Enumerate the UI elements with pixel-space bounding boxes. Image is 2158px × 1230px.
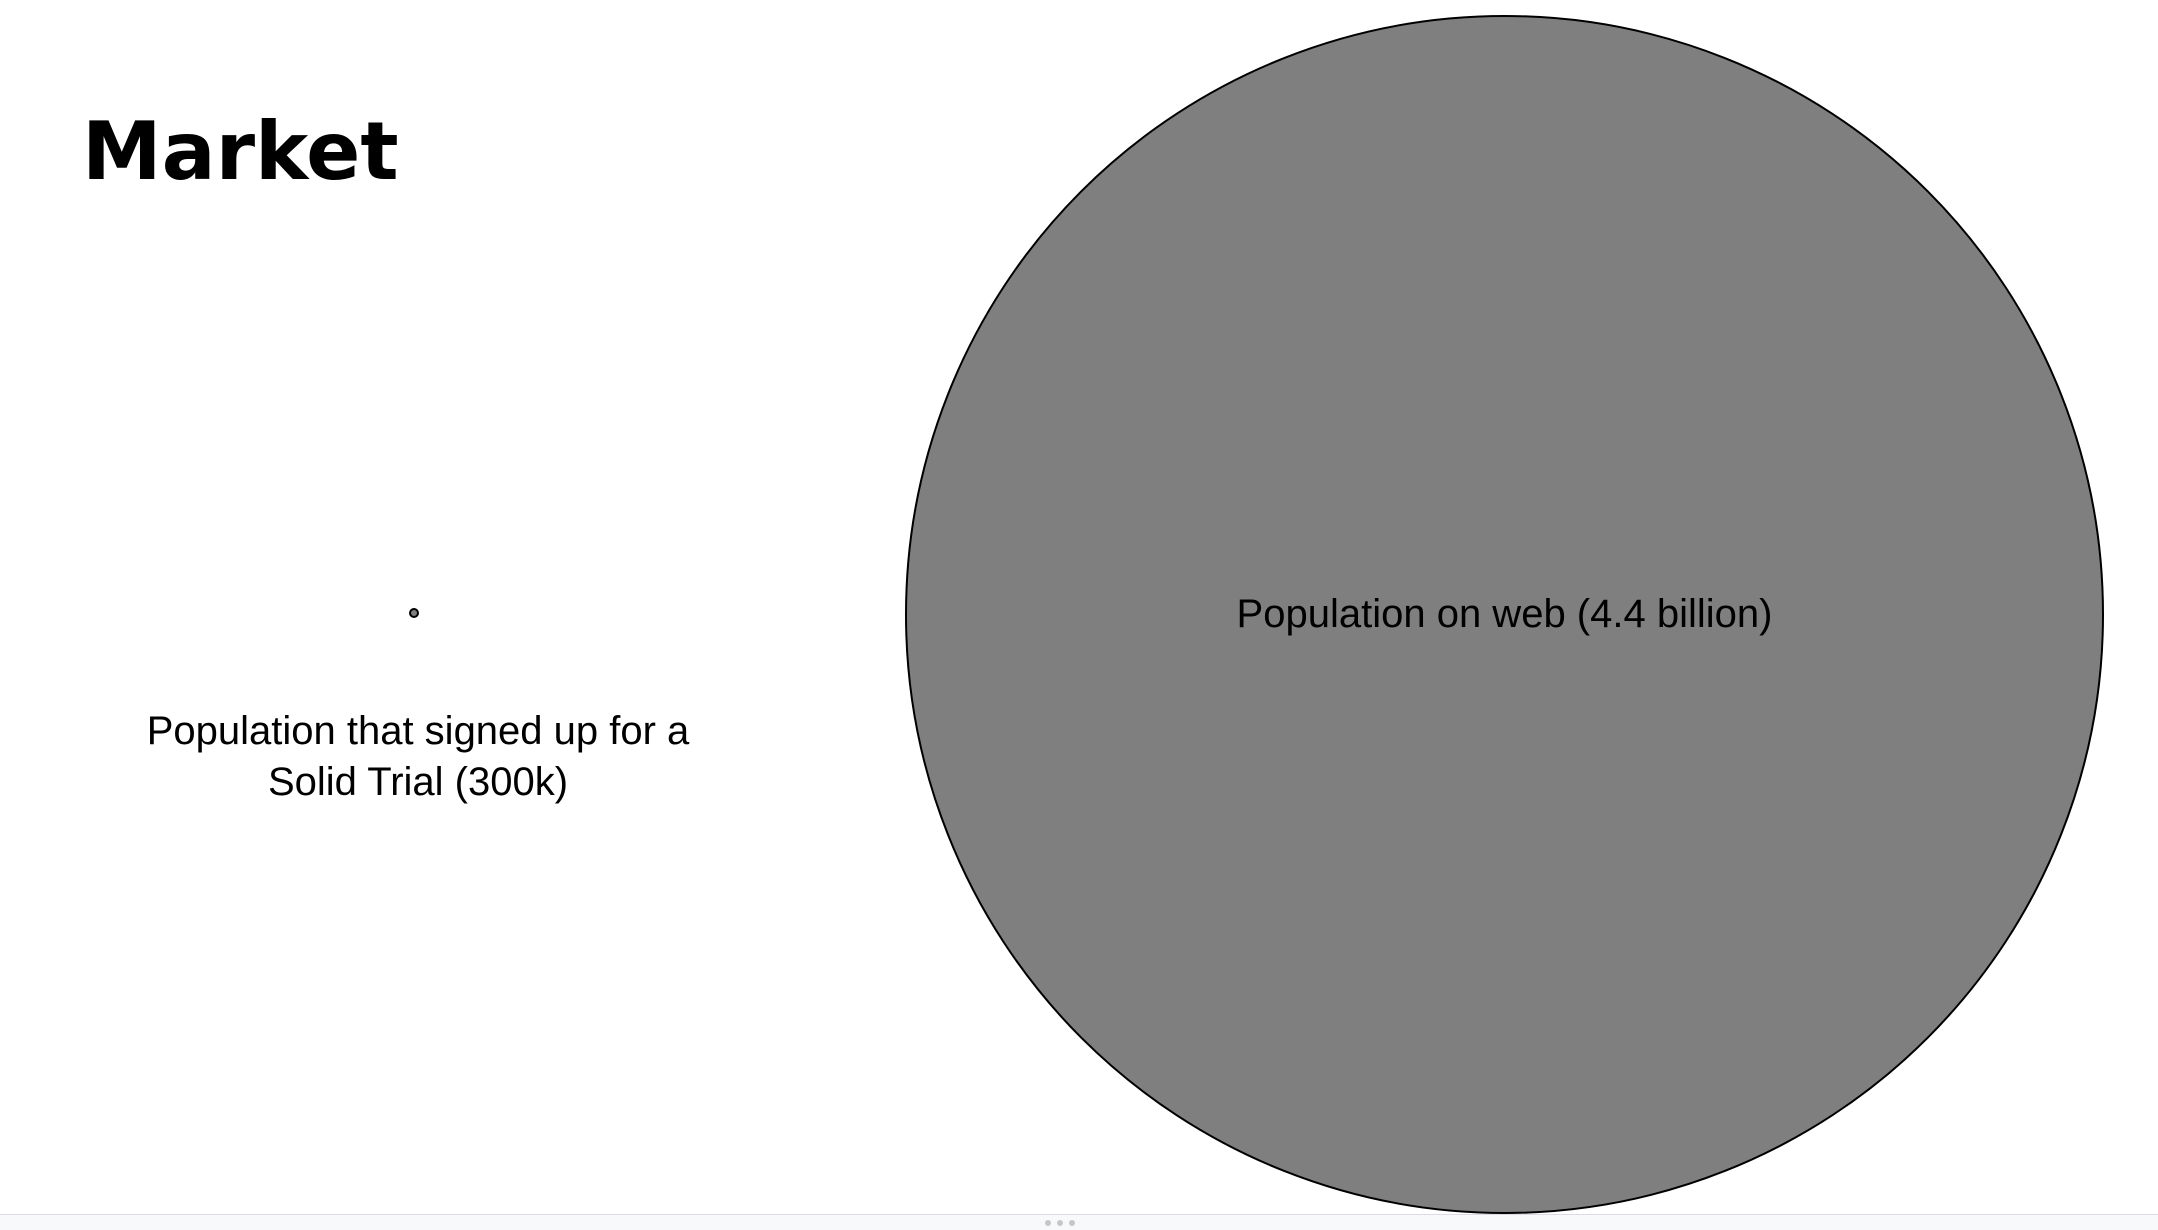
large-population-circle: Population on web (4.4 billion)	[905, 15, 2104, 1214]
speaker-notes-divider[interactable]	[0, 1214, 2158, 1230]
small-population-circle	[409, 608, 419, 618]
handle-dot	[1057, 1220, 1063, 1226]
drag-handle-icon[interactable]	[1040, 1218, 1080, 1228]
handle-dot	[1069, 1220, 1075, 1226]
slide-title: Market	[82, 105, 399, 198]
small-population-label: Population that signed up for a Solid Tr…	[146, 709, 690, 804]
handle-dot	[1045, 1220, 1051, 1226]
large-population-label: Population on web (4.4 billion)	[1236, 592, 1773, 636]
